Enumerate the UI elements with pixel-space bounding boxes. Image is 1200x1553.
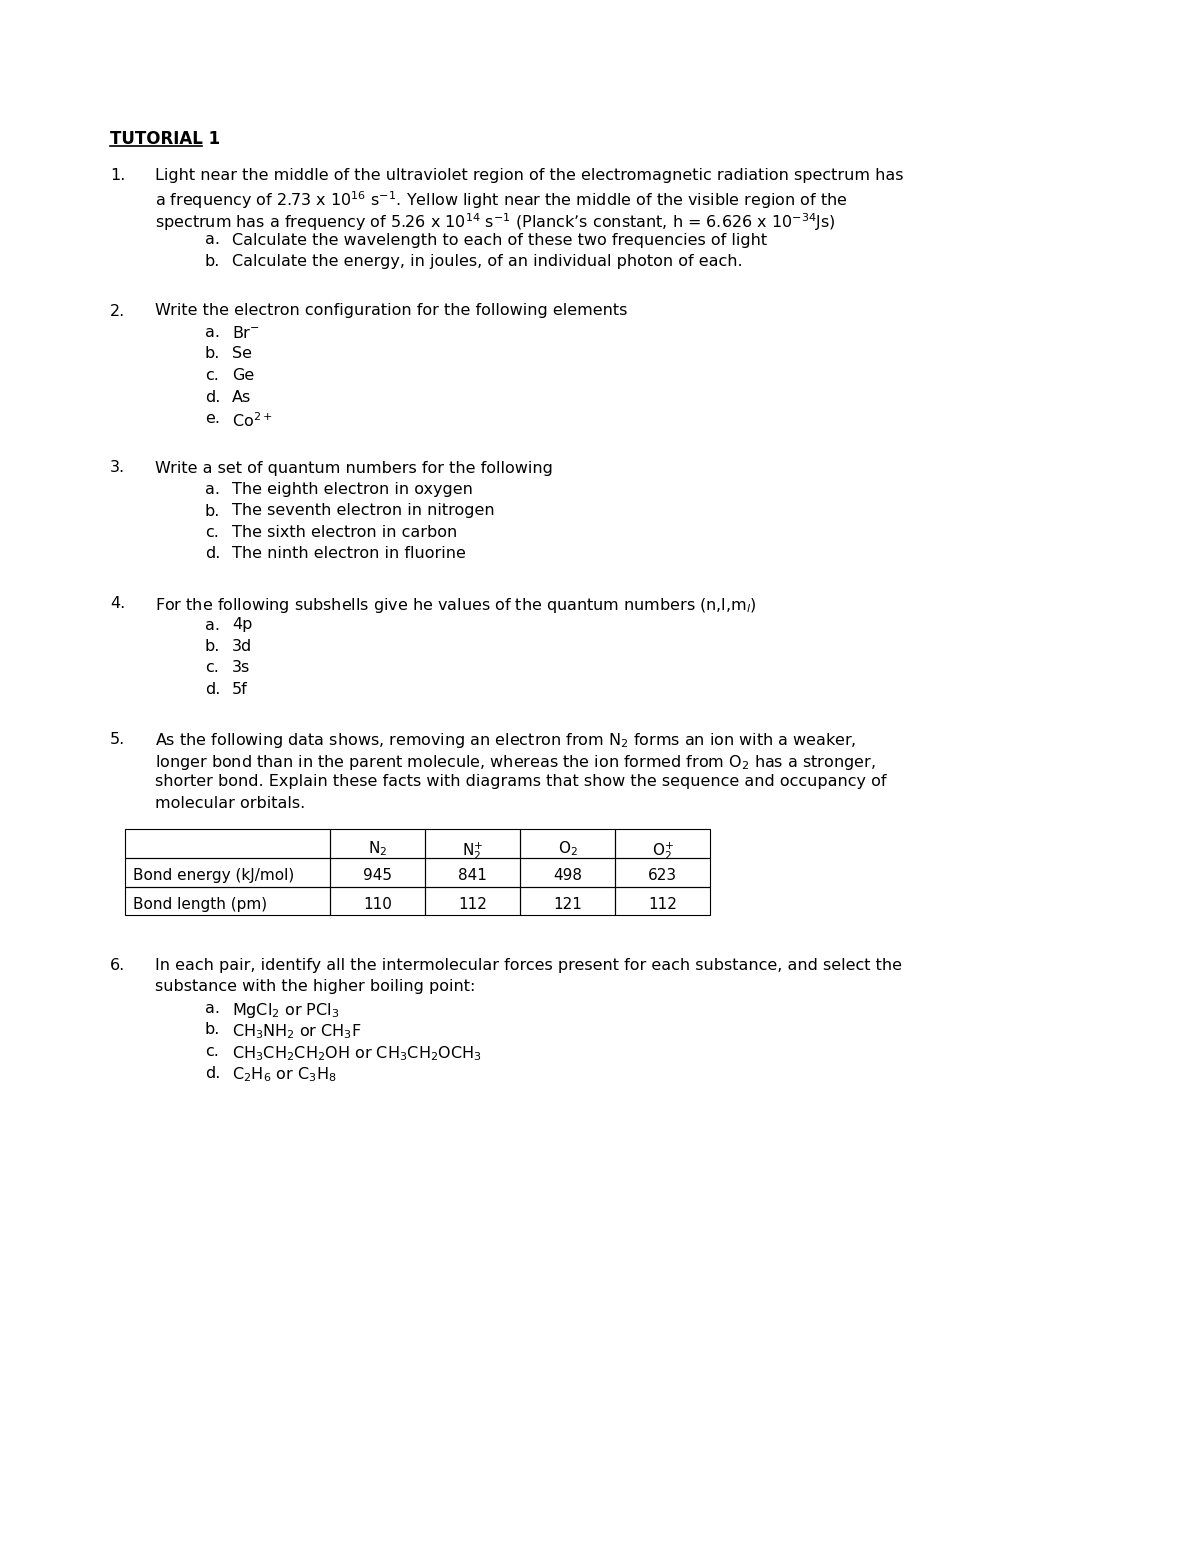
Text: d.: d.: [205, 547, 221, 562]
Text: 945: 945: [364, 868, 392, 884]
Text: Write the electron configuration for the following elements: Write the electron configuration for the…: [155, 303, 628, 318]
Text: 841: 841: [458, 868, 487, 884]
Text: 3s: 3s: [232, 660, 251, 676]
Text: c.: c.: [205, 525, 218, 540]
Text: As the following data shows, removing an electron from N$_{2}$ forms an ion with: As the following data shows, removing an…: [155, 731, 857, 750]
Text: O$_{2}^{+}$: O$_{2}^{+}$: [652, 840, 673, 862]
Text: 4.: 4.: [110, 596, 125, 610]
Text: 3.: 3.: [110, 461, 125, 475]
Text: c.: c.: [205, 660, 218, 676]
Text: b.: b.: [205, 638, 221, 654]
Text: a frequency of 2.73 x 10$^{16}$ s$^{-1}$. Yellow light near the middle of the vi: a frequency of 2.73 x 10$^{16}$ s$^{-1}$…: [155, 189, 847, 211]
Text: c.: c.: [205, 1044, 218, 1059]
Text: As: As: [232, 390, 251, 404]
Text: c.: c.: [205, 368, 218, 384]
Text: Br$^{-}$: Br$^{-}$: [232, 325, 260, 342]
Text: O$_{2}$: O$_{2}$: [558, 840, 577, 859]
Text: CH$_{3}$NH$_{2}$ or CH$_{3}$F: CH$_{3}$NH$_{2}$ or CH$_{3}$F: [232, 1022, 361, 1041]
Text: b.: b.: [205, 346, 221, 362]
Text: Co$^{2+}$: Co$^{2+}$: [232, 412, 272, 430]
Text: 498: 498: [553, 868, 582, 884]
Text: d.: d.: [205, 390, 221, 404]
Text: 110: 110: [364, 896, 392, 912]
Text: TUTORIAL 1: TUTORIAL 1: [110, 130, 220, 148]
Text: Ge: Ge: [232, 368, 254, 384]
Text: 5.: 5.: [110, 731, 125, 747]
Text: The eighth electron in oxygen: The eighth electron in oxygen: [232, 481, 473, 497]
Text: b.: b.: [205, 255, 221, 269]
Text: substance with the higher boiling point:: substance with the higher boiling point:: [155, 980, 475, 994]
Text: N$_{2}^{+}$: N$_{2}^{+}$: [462, 840, 484, 862]
Text: 112: 112: [458, 896, 487, 912]
Text: shorter bond. Explain these facts with diagrams that show the sequence and occup: shorter bond. Explain these facts with d…: [155, 775, 887, 789]
Text: e.: e.: [205, 412, 220, 426]
Text: CH$_{3}$CH$_{2}$CH$_{2}$OH or CH$_{3}$CH$_{2}$OCH$_{3}$: CH$_{3}$CH$_{2}$CH$_{2}$OH or CH$_{3}$CH…: [232, 1044, 482, 1062]
Text: The seventh electron in nitrogen: The seventh electron in nitrogen: [232, 503, 494, 519]
Text: b.: b.: [205, 503, 221, 519]
Text: Write a set of quantum numbers for the following: Write a set of quantum numbers for the f…: [155, 461, 553, 475]
Text: In each pair, identify all the intermolecular forces present for each substance,: In each pair, identify all the intermole…: [155, 958, 902, 974]
Text: a.: a.: [205, 618, 220, 632]
Text: Calculate the wavelength to each of these two frequencies of light: Calculate the wavelength to each of thes…: [232, 233, 767, 247]
Text: d.: d.: [205, 682, 221, 697]
Text: N$_{2}$: N$_{2}$: [368, 840, 388, 859]
Text: 623: 623: [648, 868, 677, 884]
Text: The sixth electron in carbon: The sixth electron in carbon: [232, 525, 457, 540]
Text: spectrum has a frequency of 5.26 x 10$^{14}$ s$^{-1}$ (Planck’s constant, h = 6.: spectrum has a frequency of 5.26 x 10$^{…: [155, 211, 835, 233]
Text: Bond energy (kJ/mol): Bond energy (kJ/mol): [133, 868, 294, 884]
Text: Bond length (pm): Bond length (pm): [133, 896, 268, 912]
Text: For the following subshells give he values of the quantum numbers (n,l,m$_{l}$): For the following subshells give he valu…: [155, 596, 757, 615]
Text: a.: a.: [205, 1002, 220, 1016]
Text: b.: b.: [205, 1022, 221, 1037]
Text: a.: a.: [205, 233, 220, 247]
Text: 5f: 5f: [232, 682, 247, 697]
Text: 121: 121: [553, 896, 582, 912]
Text: a.: a.: [205, 325, 220, 340]
Text: 112: 112: [648, 896, 677, 912]
Text: Light near the middle of the ultraviolet region of the electromagnetic radiation: Light near the middle of the ultraviolet…: [155, 168, 904, 183]
Text: Se: Se: [232, 346, 252, 362]
Text: MgCl$_{2}$ or PCl$_{3}$: MgCl$_{2}$ or PCl$_{3}$: [232, 1002, 340, 1020]
Text: 1.: 1.: [110, 168, 125, 183]
Text: 6.: 6.: [110, 958, 125, 974]
Text: 4p: 4p: [232, 618, 252, 632]
Text: molecular orbitals.: molecular orbitals.: [155, 797, 305, 811]
Text: C$_{2}$H$_{6}$ or C$_{3}$H$_{8}$: C$_{2}$H$_{6}$ or C$_{3}$H$_{8}$: [232, 1065, 337, 1084]
Text: longer bond than in the parent molecule, whereas the ion formed from O$_{2}$ has: longer bond than in the parent molecule,…: [155, 753, 876, 772]
Text: d.: d.: [205, 1065, 221, 1081]
Text: The ninth electron in fluorine: The ninth electron in fluorine: [232, 547, 466, 562]
Text: 3d: 3d: [232, 638, 252, 654]
Text: 2.: 2.: [110, 303, 125, 318]
Text: Calculate the energy, in joules, of an individual photon of each.: Calculate the energy, in joules, of an i…: [232, 255, 743, 269]
Text: a.: a.: [205, 481, 220, 497]
